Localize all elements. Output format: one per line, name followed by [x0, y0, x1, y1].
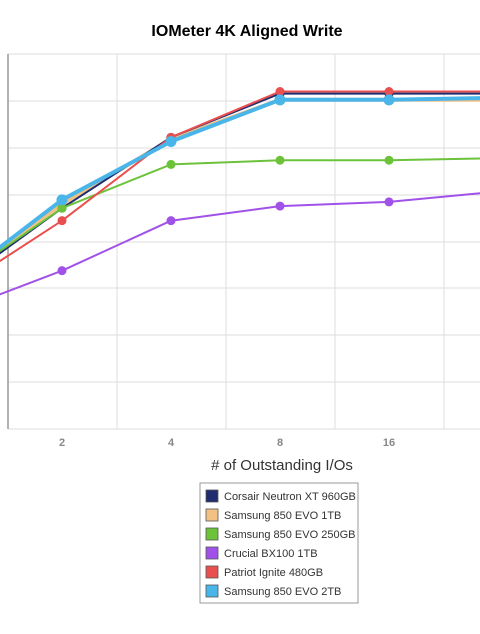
- legend-item: Patriot Ignite 480GB: [205, 565, 323, 579]
- data-point: [274, 94, 286, 106]
- data-point: [57, 203, 67, 213]
- data-point: [384, 197, 394, 207]
- data-point: [275, 87, 285, 96]
- x-axis-ticks: 2 4 8 16: [59, 437, 395, 449]
- legend-label: Crucial BX100 1TB: [224, 548, 318, 560]
- data-point: [384, 155, 394, 165]
- data-point: [275, 155, 285, 165]
- series-line: [0, 96, 480, 250]
- series-samsung-850-evo-250gb: [0, 155, 480, 253]
- legend-label: Samsung 850 EVO 250GB: [224, 529, 355, 541]
- series-line: [0, 157, 480, 253]
- series-line: [0, 192, 480, 296]
- series-line: [0, 97, 480, 252]
- legend-box: [199, 482, 359, 604]
- series-lines: [0, 87, 480, 296]
- legend-swatch: [205, 584, 219, 598]
- data-point: [166, 216, 176, 226]
- legend-swatch: [205, 546, 219, 560]
- series-patriot-ignite-480gb: [0, 87, 480, 263]
- data-point: [384, 87, 394, 96]
- legend-label: Samsung 850 EVO 2TB: [224, 586, 341, 598]
- legend-swatch: [205, 527, 219, 541]
- legend-item: Samsung 850 EVO 2TB: [205, 584, 341, 598]
- series-crucial-bx100-1tb: [0, 192, 480, 296]
- legend-item: Crucial BX100 1TB: [205, 546, 318, 560]
- series-line: [0, 90, 480, 263]
- chart-title: IOMeter 4K Aligned Write: [151, 23, 342, 40]
- data-point: [166, 159, 176, 169]
- series-samsung-850-evo-2tb: [0, 94, 480, 250]
- legend-item: Samsung 850 EVO 250GB: [205, 527, 355, 541]
- legend-item: Samsung 850 EVO 1TB: [205, 508, 341, 522]
- data-point: [57, 266, 67, 276]
- series-corsair-neutron-xt-960gb: [0, 89, 480, 255]
- legend-label: Samsung 850 EVO 1TB: [224, 510, 341, 522]
- legend-swatch: [205, 489, 219, 503]
- legend-label: Corsair Neutron XT 960GB: [224, 491, 356, 503]
- series-line: [0, 92, 480, 255]
- legend-swatch: [205, 508, 219, 522]
- grid-lines: [7, 53, 480, 430]
- x-tick-label: 16: [383, 437, 395, 449]
- series-samsung-850-evo-1tb: [0, 94, 480, 252]
- legend-label: Patriot Ignite 480GB: [224, 567, 323, 579]
- data-point: [275, 201, 285, 211]
- data-point: [383, 94, 395, 106]
- data-point: [56, 194, 68, 206]
- data-point: [165, 136, 177, 147]
- x-tick-label: 2: [59, 437, 65, 449]
- legend-item: Corsair Neutron XT 960GB: [205, 489, 356, 503]
- x-tick-label: 8: [277, 437, 283, 449]
- x-axis-title: # of Outstanding I/Os: [211, 457, 353, 474]
- legend: Corsair Neutron XT 960GB Samsung 850 EVO …: [199, 482, 359, 604]
- x-tick-label: 4: [168, 437, 175, 449]
- data-point: [57, 216, 67, 226]
- legend-swatch: [205, 565, 219, 579]
